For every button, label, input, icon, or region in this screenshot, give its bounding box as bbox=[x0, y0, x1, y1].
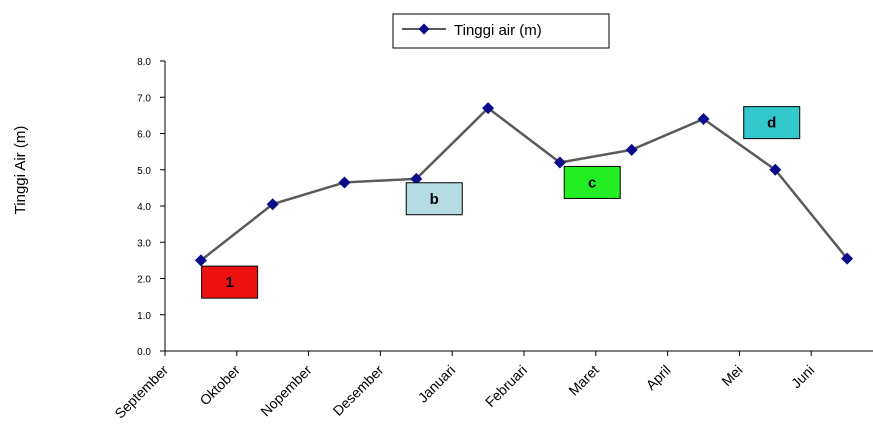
data-point-marker bbox=[697, 113, 710, 125]
data-point-marker bbox=[482, 102, 495, 115]
y-axis-label: Tinggi Air (m) bbox=[12, 126, 29, 215]
x-tick-label: April bbox=[643, 362, 674, 393]
y-tick-label: 8.0 bbox=[137, 57, 151, 68]
x-tick-label: Desember bbox=[330, 362, 387, 419]
x-tick-label: Oktober bbox=[196, 362, 243, 409]
legend: Tinggi air (m) bbox=[392, 13, 610, 49]
data-point-marker bbox=[410, 172, 423, 185]
legend-marker bbox=[418, 23, 430, 35]
legend-box bbox=[392, 13, 610, 49]
legend-label: Tinggi air (m) bbox=[454, 22, 542, 39]
y-tick-label: 0.0 bbox=[137, 347, 151, 358]
annotation-label: 1 bbox=[225, 274, 233, 291]
annotation-label: d bbox=[767, 115, 776, 132]
data-point-marker bbox=[194, 254, 207, 267]
annotation-label: c bbox=[588, 174, 596, 191]
y-tick-label: 5.0 bbox=[137, 166, 151, 177]
annotation-box bbox=[743, 106, 801, 140]
x-tick-label: Mei bbox=[718, 362, 745, 389]
annotation-box bbox=[563, 165, 621, 199]
annotation-layer: 1 b c d bbox=[201, 106, 801, 299]
annotation-box bbox=[201, 265, 259, 299]
data-point-marker bbox=[266, 198, 279, 211]
annotation-box bbox=[405, 182, 463, 216]
y-tick-label: 3.0 bbox=[137, 238, 151, 249]
y-tick-label: 4.0 bbox=[137, 202, 151, 213]
y-tick-label: 1.0 bbox=[137, 311, 151, 322]
y-tick-label: 2.0 bbox=[137, 275, 151, 286]
data-point-marker bbox=[338, 176, 351, 189]
x-tick-label: Juni bbox=[788, 362, 817, 391]
y-axis-ticks: 0.0 1.0 2.0 3.0 4.0 5.0 6.0 7.0 8.0 bbox=[137, 57, 165, 358]
x-tick-label: Maret bbox=[565, 362, 602, 399]
y-tick-label: 7.0 bbox=[137, 93, 151, 104]
x-tick-label: Februari bbox=[482, 362, 530, 410]
data-point-marker bbox=[841, 252, 854, 265]
data-point-marker bbox=[625, 143, 638, 156]
x-tick-label: September bbox=[111, 362, 171, 422]
data-point-marker bbox=[769, 163, 782, 176]
x-axis-ticks: September Oktober Nopember Desember Januari F… bbox=[111, 351, 817, 422]
series-line bbox=[200, 106, 849, 262]
annotation-label: b bbox=[430, 191, 439, 208]
x-tick-label: Januari bbox=[415, 362, 459, 406]
data-point-marker bbox=[553, 156, 566, 169]
x-tick-label: Nopember bbox=[257, 362, 315, 420]
series-layer bbox=[194, 102, 854, 267]
y-tick-label: 6.0 bbox=[137, 130, 151, 141]
